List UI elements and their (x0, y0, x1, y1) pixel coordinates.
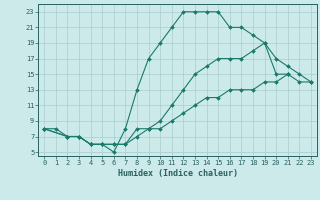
X-axis label: Humidex (Indice chaleur): Humidex (Indice chaleur) (118, 169, 238, 178)
